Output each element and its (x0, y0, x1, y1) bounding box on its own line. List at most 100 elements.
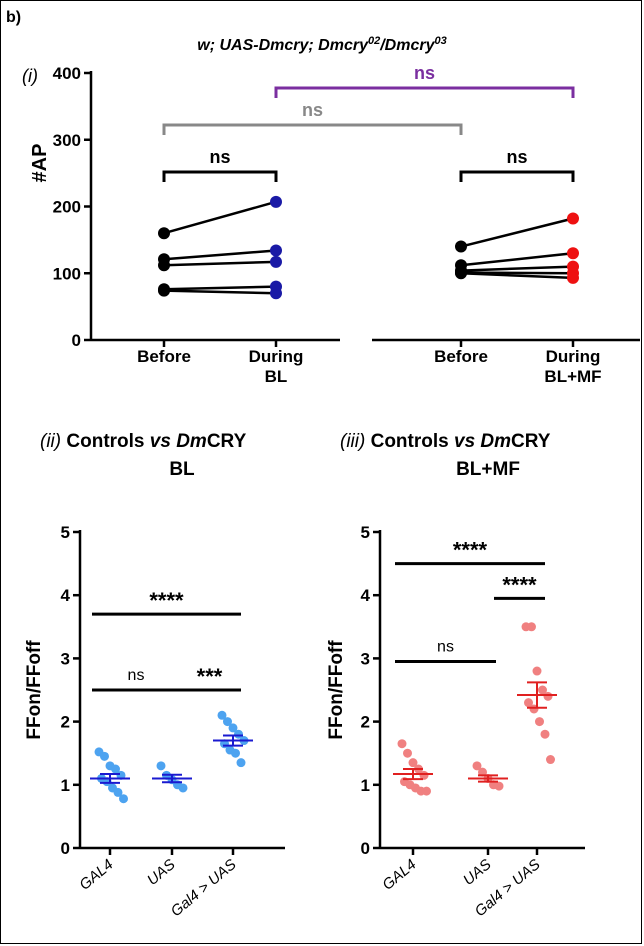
y-tick-label: 5 (61, 523, 70, 542)
data-point (535, 717, 544, 727)
y-tick-label: 0 (361, 839, 370, 858)
significance-label: ns (128, 667, 145, 684)
data-point (538, 685, 547, 695)
significance-bracket (274, 86, 575, 98)
data-point (472, 761, 482, 771)
data-point (527, 622, 536, 632)
pair-line (163, 200, 277, 235)
x-tick-label-i: BL+MF (544, 367, 601, 386)
x-tick-label-i: Before (137, 347, 191, 366)
significance-label: **** (149, 588, 184, 613)
panel-label-i: (i) (22, 66, 38, 86)
data-point (223, 717, 232, 727)
data-point (543, 691, 553, 701)
data-point (111, 764, 120, 774)
y-tick-label-i: 100 (53, 264, 81, 283)
y-tick-label: 3 (361, 649, 370, 668)
data-point (494, 781, 504, 791)
point-during (270, 195, 282, 208)
data-point (156, 761, 166, 771)
significance-label: ns (414, 63, 435, 83)
point-during (567, 247, 579, 260)
y-tick-label: 4 (61, 586, 71, 605)
pair-line (163, 285, 277, 291)
point-during (567, 212, 579, 225)
y-tick-label-i: 300 (53, 131, 81, 150)
data-point (217, 710, 227, 720)
genotype-title: w; UAS-Dmcry; Dmcry02/Dmcry03 (197, 35, 446, 54)
significance-label: ns (209, 147, 230, 167)
x-tick-label: UAS (144, 856, 179, 889)
pair-line (163, 249, 277, 261)
data-point (422, 786, 431, 796)
x-tick-label: UAS (460, 856, 495, 889)
x-tick-label: GAL4 (76, 856, 116, 894)
y-tick-label: 0 (61, 839, 70, 858)
y-tick-label: 3 (61, 649, 70, 668)
panel-title-line2: BL (169, 459, 195, 480)
y-tick-label-i: 400 (53, 64, 81, 83)
x-tick-label: Gal4 > UAS (168, 856, 240, 920)
data-point (532, 666, 542, 676)
panel-title-line2: BL+MF (456, 459, 520, 480)
y-axis-label: FFon/FFoff (326, 640, 347, 740)
x-tick-label: GAL4 (379, 856, 419, 894)
y-tick-label: 5 (361, 523, 370, 542)
significance-label: ns (506, 147, 527, 167)
point-during (567, 271, 579, 284)
pair-line (460, 272, 574, 280)
significance-label: **** (453, 538, 488, 563)
x-tick-label-i: During (546, 347, 601, 366)
data-point (228, 723, 238, 733)
y-axis-label-i: #AP (29, 144, 51, 183)
significance-label: ns (437, 639, 454, 656)
x-tick-label-i: Before (434, 347, 488, 366)
pair-line (163, 260, 277, 267)
pair-line (163, 289, 277, 295)
x-tick-label-i: During (249, 347, 304, 366)
y-tick-label: 1 (61, 776, 70, 795)
data-point (231, 748, 240, 758)
point-during (270, 255, 282, 268)
y-tick-label: 2 (361, 713, 370, 732)
y-axis-label: FFon/FFoff (24, 640, 45, 740)
pair-line (460, 251, 574, 267)
pair-line (460, 265, 574, 272)
data-point (524, 698, 533, 708)
panel-ii-scatter-plot: (ii) Controls vs DmCRY BL 0 1 2 3 4 5 FFon/FFoff… (24, 431, 285, 920)
y-tick-label-i: 0 (72, 331, 81, 350)
point-during (270, 287, 282, 300)
data-point (397, 739, 407, 749)
data-point (178, 783, 188, 793)
point-before (455, 240, 467, 253)
panel-title: (iii) Controls vs DmCRY (340, 431, 551, 452)
significance-bracket (459, 170, 575, 182)
data-point (119, 794, 128, 804)
significance-bracket (162, 170, 278, 182)
panel-iii-scatter-plot: (iii) Controls vs DmCRY BL+MF 0 1 2 3 4 5 FFon/F… (326, 431, 585, 920)
pair-line (460, 217, 574, 248)
significance-label: *** (197, 664, 223, 689)
significance-label: **** (502, 572, 537, 597)
data-point (546, 755, 555, 765)
significance-bracket (162, 123, 463, 135)
y-tick-label-i: 200 (53, 198, 81, 217)
data-point (403, 748, 412, 758)
data-point (236, 758, 246, 768)
point-before (158, 284, 170, 297)
data-point (100, 751, 109, 761)
data-point (540, 729, 550, 739)
y-tick-label: 4 (361, 586, 371, 605)
panel-letter: b) (6, 9, 21, 26)
y-tick-label: 1 (361, 776, 370, 795)
point-before (158, 227, 170, 240)
x-tick-label-i: BL (265, 367, 288, 386)
significance-label: ns (302, 100, 323, 120)
point-during (270, 244, 282, 257)
pair-line (460, 271, 574, 275)
y-tick-label: 2 (61, 713, 70, 732)
panel-title: (ii) Controls vs DmCRY (40, 431, 247, 452)
